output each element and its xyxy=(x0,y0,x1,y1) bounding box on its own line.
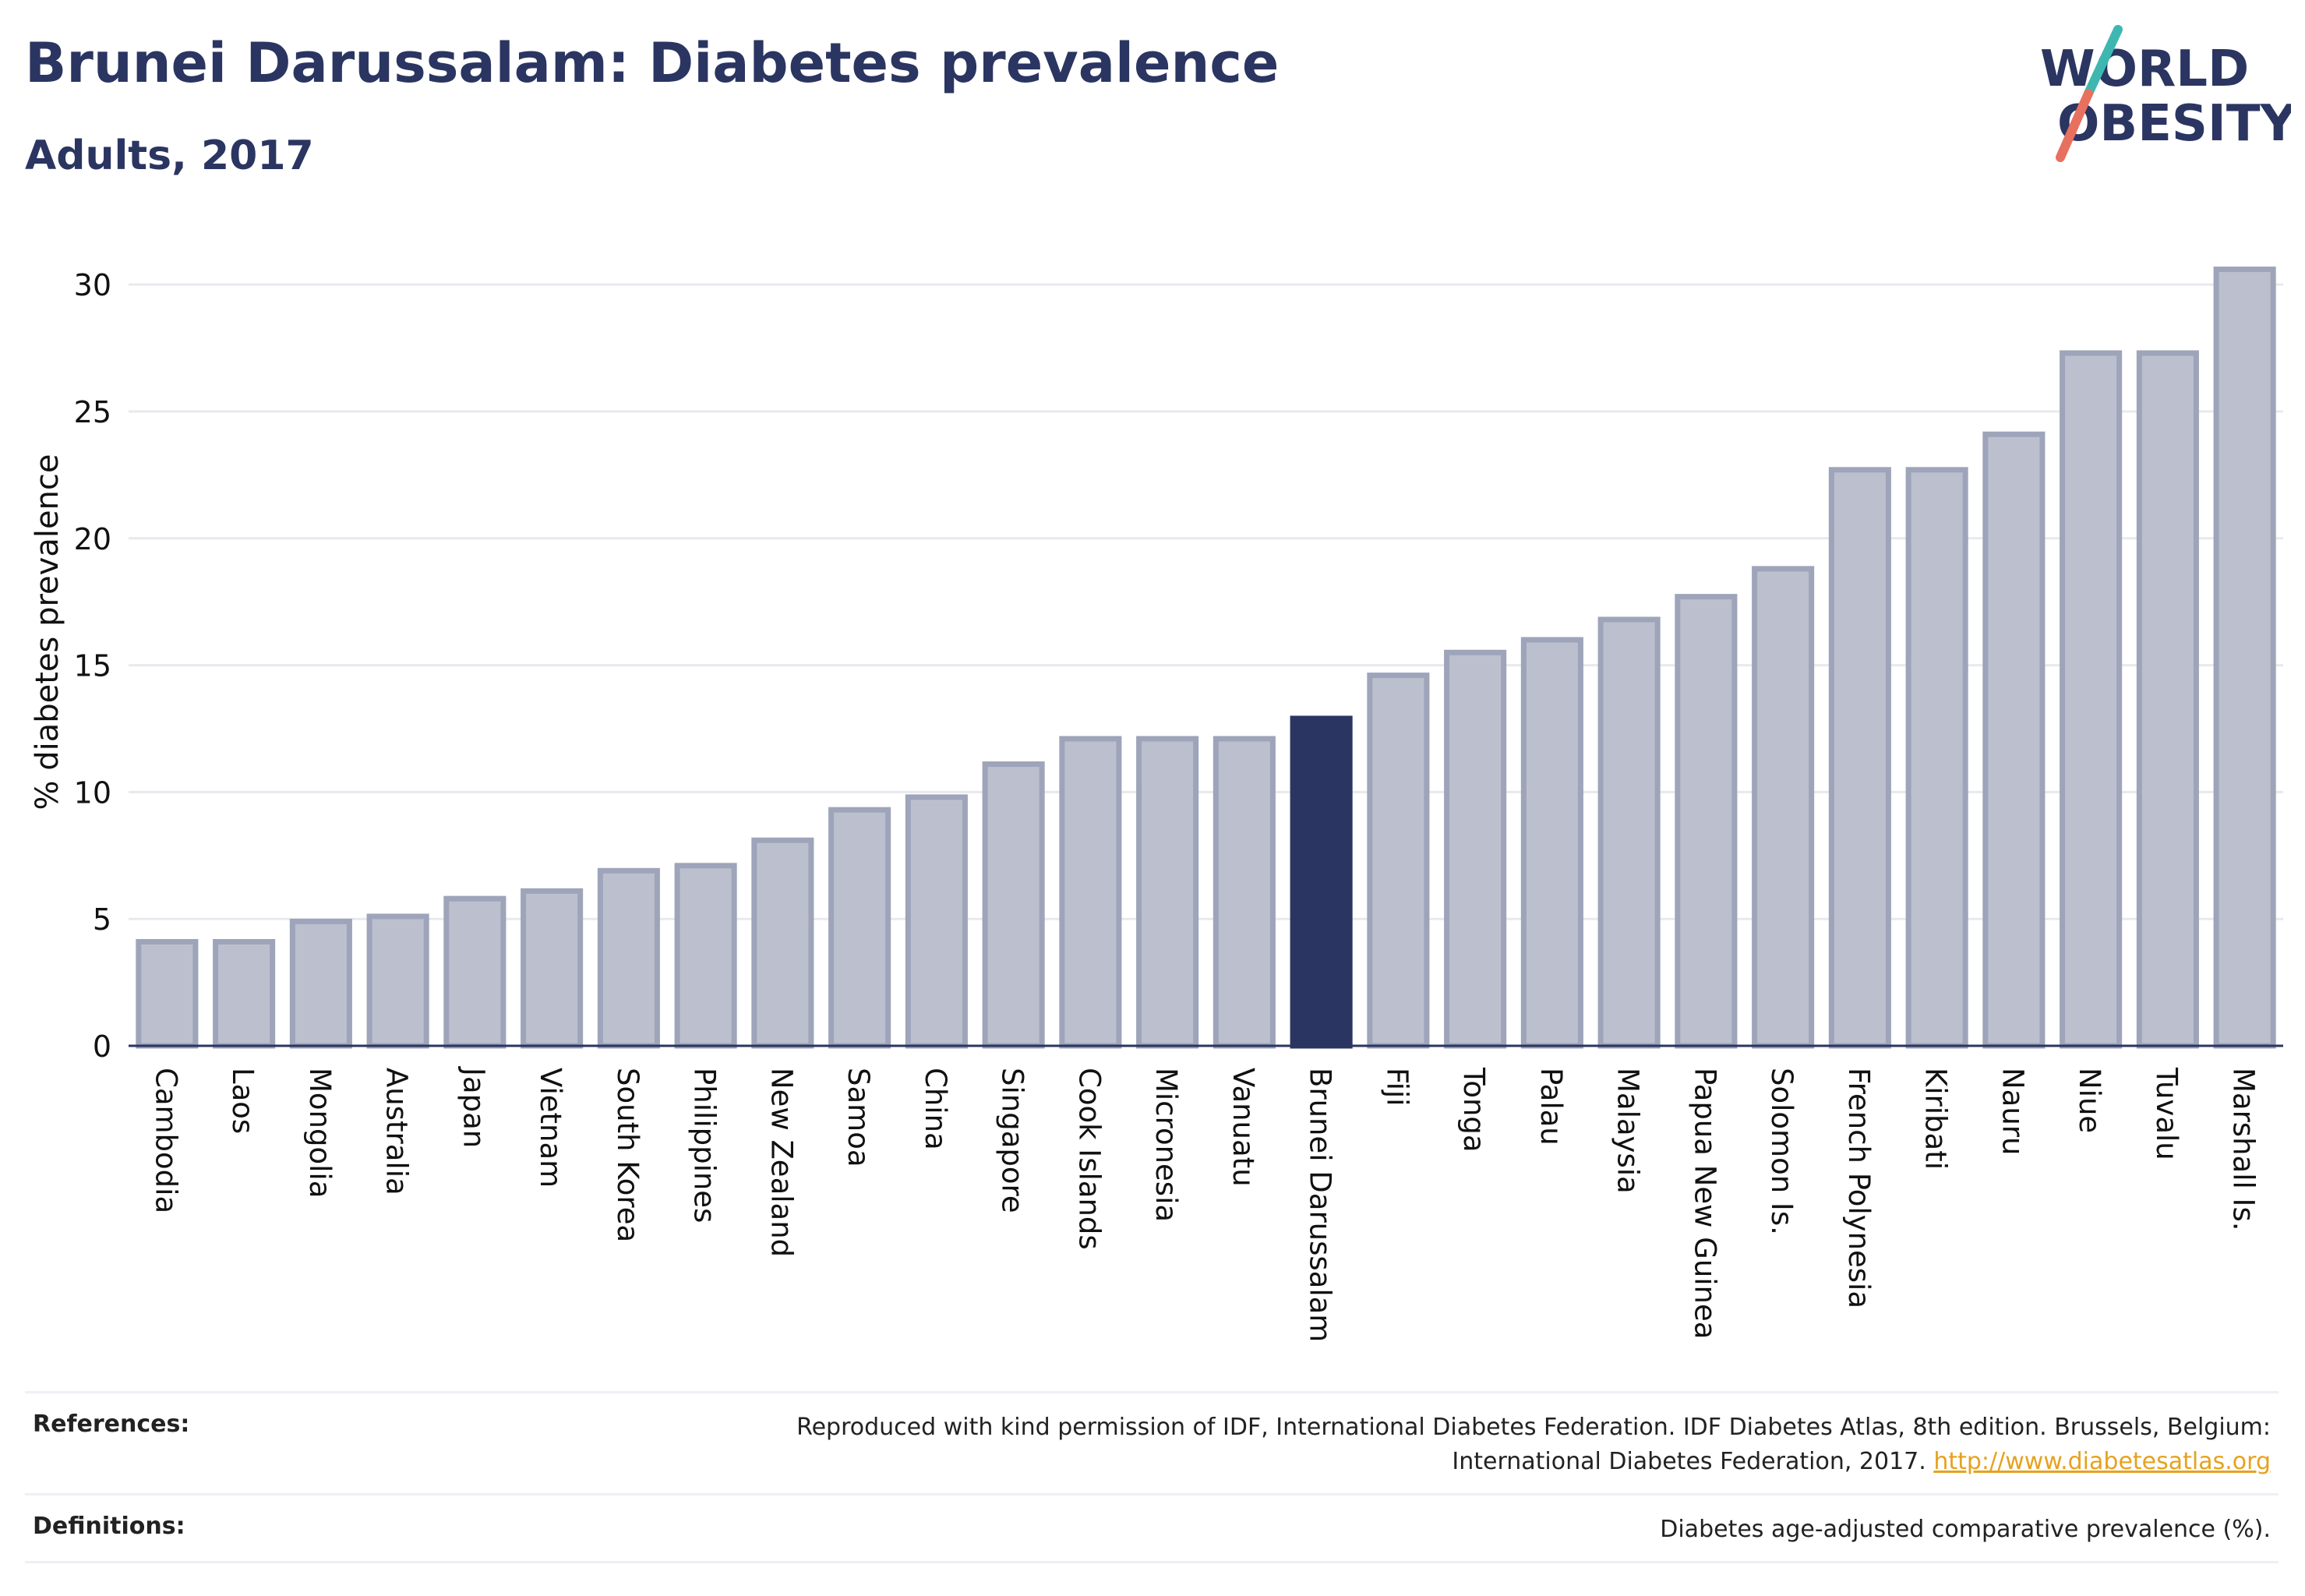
bar-palau xyxy=(1520,637,1583,1049)
x-tick-label: Cambodia xyxy=(149,1068,182,1213)
x-tick-label: Cook Islands xyxy=(1072,1068,1106,1250)
chart-subtitle: Adults, 2017 xyxy=(25,132,314,179)
bar-tuvalu xyxy=(2136,350,2199,1049)
x-tick-label: Fiji xyxy=(1380,1068,1414,1106)
definitions-text: Diabetes age-adjusted comparative preval… xyxy=(1660,1516,2271,1543)
x-tick-label: South Korea xyxy=(611,1068,644,1242)
x-tick-label: Tonga xyxy=(1457,1067,1491,1153)
bar-samoa xyxy=(828,807,891,1049)
diabetes-atlas-link[interactable]: http://www.diabetesatlas.org xyxy=(1933,1448,2271,1475)
bar-malaysia xyxy=(1597,616,1661,1049)
y-tick-label: 25 xyxy=(74,395,111,429)
x-tick-label: Laos xyxy=(226,1068,259,1134)
y-tick-label: 30 xyxy=(74,268,111,302)
bar-chart: 0 5 10 15 20 25 30 Cambodia Laos Mongolia Austral… xyxy=(30,267,2283,1342)
references-label: References: xyxy=(33,1411,190,1438)
y-tick-label: 20 xyxy=(74,522,111,556)
x-tick-label: Vietnam xyxy=(534,1068,567,1188)
y-tick-label: 5 xyxy=(93,902,111,937)
x-tick-label: Samoa xyxy=(842,1068,875,1167)
y-axis-ticks: 0 5 10 15 20 25 30 xyxy=(74,268,111,1064)
references-line-1: Reproduced with kind permission of IDF, … xyxy=(796,1414,2271,1441)
x-tick-label: China xyxy=(919,1068,952,1150)
world-obesity-logo: WORLD OBESITY xyxy=(2040,25,2291,162)
bar-vietnam xyxy=(521,888,584,1049)
bar-french-polynesia xyxy=(1828,467,1891,1049)
bar-niue xyxy=(2060,350,2123,1049)
bar-micronesia xyxy=(1136,736,1199,1049)
x-tick-label: Nauru xyxy=(1996,1068,2029,1155)
bar-marshall-is xyxy=(2213,267,2276,1049)
y-tick-label: 0 xyxy=(93,1029,111,1064)
x-tick-label: Malaysia xyxy=(1611,1068,1645,1194)
x-tick-label: Japan xyxy=(457,1066,490,1148)
bar-japan xyxy=(443,895,507,1049)
bar-cambodia xyxy=(136,938,199,1049)
bar-australia xyxy=(366,913,429,1049)
logo-word-obesity: OBESITY xyxy=(2057,95,2291,153)
x-tick-label: Philippines xyxy=(688,1068,722,1223)
references-text: Reproduced with kind permission of IDF, … xyxy=(796,1411,2271,1479)
x-axis-labels: Cambodia Laos Mongolia Australia Japan Vietna… xyxy=(149,1066,2260,1342)
bar-tonga xyxy=(1444,649,1507,1049)
x-tick-label: Kiribati xyxy=(1919,1068,1953,1170)
bar-papua-new-guinea xyxy=(1675,594,1738,1049)
bar-china xyxy=(905,794,968,1049)
x-tick-label: Palau xyxy=(1534,1068,1568,1146)
chart-title: Brunei Darussalam: Diabetes prevalence xyxy=(25,31,1280,95)
x-tick-label: Mongolia xyxy=(303,1068,337,1198)
bar-south-korea xyxy=(597,867,660,1049)
bars xyxy=(136,267,2276,1049)
bar-fiji xyxy=(1367,673,1430,1049)
bar-philippines xyxy=(674,863,737,1049)
y-tick-label: 15 xyxy=(74,649,111,683)
bar-nauru xyxy=(1982,431,2046,1049)
bar-kiribati xyxy=(1905,467,1968,1049)
x-tick-label: Marshall Is. xyxy=(2227,1068,2261,1231)
x-tick-label: Niue xyxy=(2073,1068,2106,1133)
y-tick-label: 10 xyxy=(74,775,111,810)
bar-new-zealand xyxy=(751,837,814,1049)
bar-singapore xyxy=(982,761,1045,1049)
logo-slash-teal xyxy=(2084,25,2123,98)
x-tick-label: Brunei Darussalam xyxy=(1304,1068,1337,1342)
definitions-label: Definitions: xyxy=(33,1513,185,1540)
x-tick-label: Solomon Is. xyxy=(1765,1068,1798,1235)
bar-vanuatu xyxy=(1213,736,1276,1049)
x-tick-label: Singapore xyxy=(996,1068,1029,1213)
references-row: References: Reproduced with kind permiss… xyxy=(25,1391,2279,1493)
logo-slash-coral xyxy=(2056,89,2093,162)
x-tick-label: New Zealand xyxy=(764,1068,798,1257)
bar-brunei-darussalam xyxy=(1290,715,1353,1049)
references-line-2: International Diabetes Federation, 2017. xyxy=(1452,1448,1926,1475)
y-axis-label: % diabetes prevalence xyxy=(30,454,65,810)
bar-laos xyxy=(213,938,276,1049)
bar-cook-islands xyxy=(1059,736,1122,1049)
x-tick-label: Vanuatu xyxy=(1227,1068,1260,1187)
x-tick-label: Micronesia xyxy=(1149,1068,1183,1222)
x-tick-label: French Polynesia xyxy=(1842,1068,1876,1308)
definitions-row: Definitions: Diabetes age-adjusted compa… xyxy=(25,1493,2279,1563)
footer: References: Reproduced with kind permiss… xyxy=(25,1391,2279,1563)
bar-mongolia xyxy=(289,918,352,1049)
logo-word-world: WORLD xyxy=(2040,41,2249,98)
x-tick-label: Australia xyxy=(380,1068,414,1195)
bar-solomon-is xyxy=(1752,566,1815,1049)
x-tick-label: Tuvalu xyxy=(2150,1067,2183,1160)
x-tick-label: Papua New Guinea xyxy=(1688,1068,1721,1339)
